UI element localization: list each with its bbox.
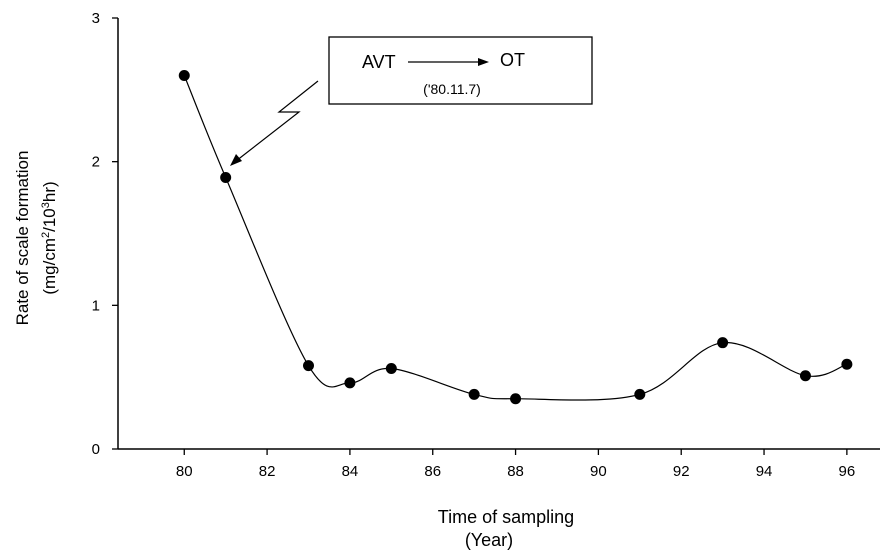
series-curve	[183, 75, 848, 401]
data-point	[385, 363, 397, 375]
y-axis-unit-superscript-2: 3	[40, 202, 52, 208]
x-tick-label: 88	[507, 463, 524, 480]
x-tick-label: 80	[176, 463, 193, 480]
data-point	[510, 393, 522, 405]
x-ticks: 80 82 84 86 88 90 92 94 96	[176, 449, 855, 480]
annotation-pointer-arrowhead	[230, 154, 242, 166]
x-tick-label: 96	[839, 463, 856, 480]
x-tick-label: 84	[342, 463, 359, 480]
annotation-date: ('80.11.7)	[423, 81, 481, 97]
x-axis-title-line2: (Year)	[465, 530, 513, 550]
annotation-transition-arrowhead	[478, 58, 489, 66]
data-point	[178, 69, 190, 81]
x-tick-label: 82	[259, 463, 276, 480]
annotation-to-label: OT	[500, 50, 525, 70]
y-axis-unit-part-3: hr)	[40, 181, 59, 202]
data-point	[344, 377, 356, 389]
data-point	[468, 388, 480, 400]
y-tick-label: 0	[92, 441, 100, 458]
data-point	[717, 337, 729, 349]
y-ticks: 0 1 2 3	[92, 10, 118, 458]
x-tick-label: 94	[756, 463, 773, 480]
y-axis-unit-part-2: /10	[40, 208, 59, 232]
y-axis-title: Rate of scale formation (mg/cm2/103hr)	[13, 151, 59, 326]
annotation-from-label: AVT	[362, 52, 396, 72]
y-tick-label: 3	[92, 10, 100, 27]
data-point	[799, 370, 811, 382]
x-axis-title-line1: Time of sampling	[438, 507, 574, 527]
plot-area	[117, 18, 880, 450]
x-tick-label: 86	[424, 463, 441, 480]
y-axis-unit-part-1: (mg/cm	[40, 238, 59, 295]
annotation: AVT OT ('80.11.7)	[230, 36, 593, 166]
data-point	[634, 388, 646, 400]
data-point	[303, 360, 314, 372]
series-points	[178, 69, 853, 405]
y-axis-title-line2: (mg/cm2/103hr)	[40, 181, 59, 294]
data-point	[220, 171, 232, 183]
data-point	[841, 358, 853, 370]
annotation-pointer-arrow	[235, 80, 319, 162]
y-tick-label: 2	[92, 154, 100, 171]
y-axis-title-line1: Rate of scale formation	[13, 151, 32, 326]
annotation-box	[328, 36, 593, 105]
y-axis-unit-superscript-1: 2	[40, 232, 52, 238]
x-tick-label: 92	[673, 463, 690, 480]
y-tick-label: 1	[92, 297, 100, 314]
x-tick-label: 90	[590, 463, 607, 480]
